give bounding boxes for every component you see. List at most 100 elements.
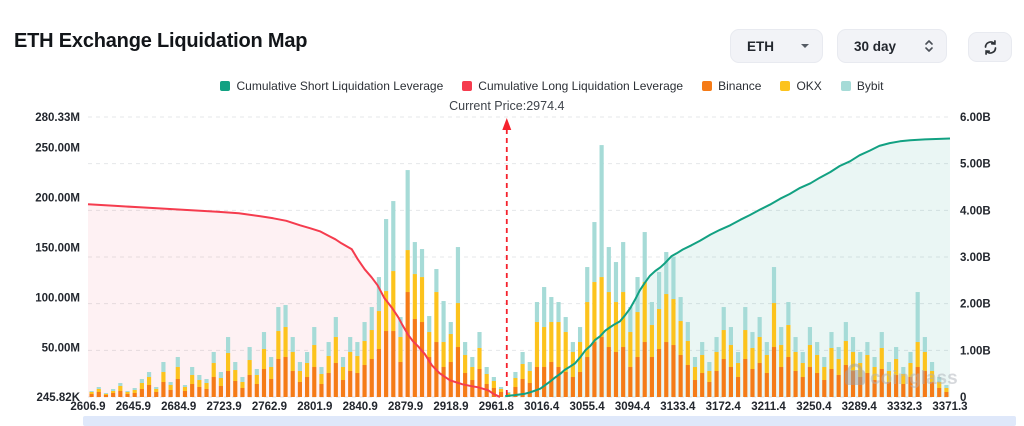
refresh-button[interactable] (968, 32, 1012, 62)
bar-segment-binance (513, 387, 518, 397)
bar-segment-binance (771, 347, 777, 397)
bar-segment-okx (850, 352, 856, 371)
bar-segment-okx (175, 367, 180, 380)
bar-segment-binance (225, 371, 231, 397)
bar-segment-okx (139, 383, 144, 389)
bar-segment-okx (297, 371, 302, 383)
left-axis-label: 200.00M (35, 192, 80, 204)
x-axis-label: 2918.9 (433, 401, 468, 413)
bar-segment-okx (391, 271, 396, 332)
bar-segment-okx (929, 371, 935, 383)
bar-segment-okx (707, 371, 712, 383)
x-axis-label: 3016.4 (524, 401, 560, 413)
bar-segment-binance (577, 372, 583, 397)
legend-item-bybit[interactable]: Bybit (840, 79, 884, 93)
padlock-icon (845, 363, 865, 385)
bar-segment-bybit (211, 352, 216, 364)
bar-segment-binance (807, 367, 813, 397)
bar-segment-bybit (225, 337, 231, 354)
bar-segment-bybit (779, 327, 784, 346)
bar-segment-binance (132, 393, 137, 397)
bar-segment-binance (815, 373, 820, 397)
bar-segment-bybit (513, 372, 518, 379)
bar-segment-bybit (520, 352, 525, 365)
bar-segment-okx (319, 374, 324, 385)
bar-segment-binance (872, 380, 877, 397)
legend-item-binance[interactable]: Binance (702, 79, 761, 93)
right-axis-label: 0 (960, 392, 966, 404)
bar-segment-binance (204, 389, 209, 397)
bar-segment-bybit (326, 342, 331, 357)
bar-segment-bybit (441, 301, 446, 343)
bar-segment-bybit (455, 247, 461, 304)
right-axis-label: 2.00B (960, 299, 991, 311)
bar-segment-okx (671, 299, 676, 346)
bar-segment-bybit (628, 307, 633, 333)
bar-segment-bybit (563, 317, 568, 333)
bar-segment-okx (714, 352, 719, 371)
bar-segment-bybit (470, 357, 475, 368)
bar-segment-bybit (218, 372, 223, 379)
bar-segment-binance (649, 357, 654, 397)
legend-item-cumulative-short-liquidation-leverage[interactable]: Cumulative Short Liquidation Leverage (220, 79, 443, 93)
bar-segment-okx (922, 352, 927, 371)
bar-segment-binance (700, 373, 705, 397)
x-axis-label: 2961.8 (479, 401, 515, 413)
bar-segment-okx (520, 364, 525, 380)
bar-segment-bybit (254, 369, 259, 376)
x-axis-label: 3094.4 (615, 401, 651, 413)
bar-segment-okx (606, 292, 611, 348)
bar-segment-binance (692, 380, 698, 397)
bar-segment-binance (879, 369, 884, 397)
bar-segment-binance (276, 359, 281, 397)
bar-segment-bybit (707, 362, 712, 372)
bar-segment-binance (894, 375, 899, 397)
bar-segment-okx (527, 371, 532, 384)
bar-segment-bybit (355, 342, 360, 357)
bar-segment-binance (146, 385, 152, 397)
bar-segment-binance (89, 394, 94, 397)
bar-segment-okx (398, 337, 403, 363)
bar-segment-binance (908, 377, 913, 397)
bar-segment-bybit (829, 332, 834, 349)
bar-segment-okx (685, 341, 690, 366)
bar-segment-bybit (542, 287, 547, 328)
bar-segment-bybit (929, 362, 935, 372)
bar-segment-binance (779, 367, 784, 397)
bar-segment-binance (391, 331, 396, 397)
bar-segment-okx (563, 332, 568, 373)
datazoom-slider[interactable] (83, 416, 1016, 426)
bar-segment-bybit (240, 377, 245, 383)
bar-segment-binance (750, 369, 755, 397)
bar-segment-bybit (879, 332, 884, 349)
bar-segment-bybit (556, 302, 561, 323)
bar-segment-bybit (111, 389, 116, 391)
bar-segment-bybit (599, 145, 604, 278)
bar-segment-okx (836, 359, 841, 376)
bar-segment-okx (915, 342, 920, 368)
bar-segment-binance (441, 367, 446, 397)
bar-segment-binance (340, 380, 346, 397)
period-stepper[interactable]: 30 day (837, 29, 947, 63)
legend-item-cumulative-long-liquidation-leverage[interactable]: Cumulative Long Liquidation Leverage (462, 79, 683, 93)
bar-segment-binance (542, 367, 547, 397)
legend-item-okx[interactable]: OKX (780, 79, 822, 93)
bar-segment-okx (448, 334, 453, 363)
bar-segment-bybit (247, 347, 252, 361)
symbol-select[interactable]: ETH (730, 29, 823, 63)
bar-segment-bybit (865, 342, 870, 356)
bar-segment-binance (520, 379, 525, 397)
bar-segment-okx (800, 363, 805, 378)
bar-segment-okx (872, 367, 877, 381)
right-axis-label: 6.00B (960, 112, 991, 124)
bar-segment-binance (929, 382, 935, 397)
bar-segment-binance (103, 395, 109, 397)
bar-segment-okx (901, 374, 906, 385)
x-axis-label: 3133.4 (660, 401, 696, 413)
bar-segment-bybit (319, 367, 324, 375)
bar-segment-okx (434, 292, 439, 343)
bar-segment-binance (197, 387, 202, 397)
x-axis-label: 3055.4 (569, 401, 605, 413)
bar-segment-binance (635, 357, 640, 397)
